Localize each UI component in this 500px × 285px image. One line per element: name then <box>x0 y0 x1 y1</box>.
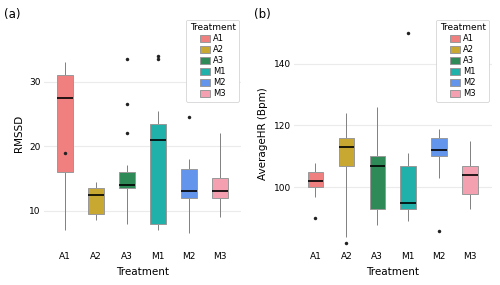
Y-axis label: AverageHR (Bpm): AverageHR (Bpm) <box>258 87 268 180</box>
Bar <box>58 75 73 172</box>
Bar <box>400 166 416 209</box>
Bar <box>212 178 228 198</box>
Bar <box>462 166 477 194</box>
Bar <box>338 138 354 166</box>
Text: (a): (a) <box>4 8 20 21</box>
X-axis label: Treatment: Treatment <box>366 267 419 277</box>
Text: (b): (b) <box>254 8 271 21</box>
Legend: A1, A2, A3, M1, M2, M3: A1, A2, A3, M1, M2, M3 <box>186 20 239 102</box>
Bar <box>181 169 196 198</box>
Bar <box>432 138 447 156</box>
Bar <box>120 172 135 188</box>
Bar <box>150 123 166 223</box>
X-axis label: Treatment: Treatment <box>116 267 169 277</box>
Legend: A1, A2, A3, M1, M2, M3: A1, A2, A3, M1, M2, M3 <box>436 20 489 102</box>
Bar <box>370 156 385 209</box>
Y-axis label: RMSSD: RMSSD <box>14 115 24 152</box>
Bar <box>308 172 323 188</box>
Bar <box>88 188 104 214</box>
